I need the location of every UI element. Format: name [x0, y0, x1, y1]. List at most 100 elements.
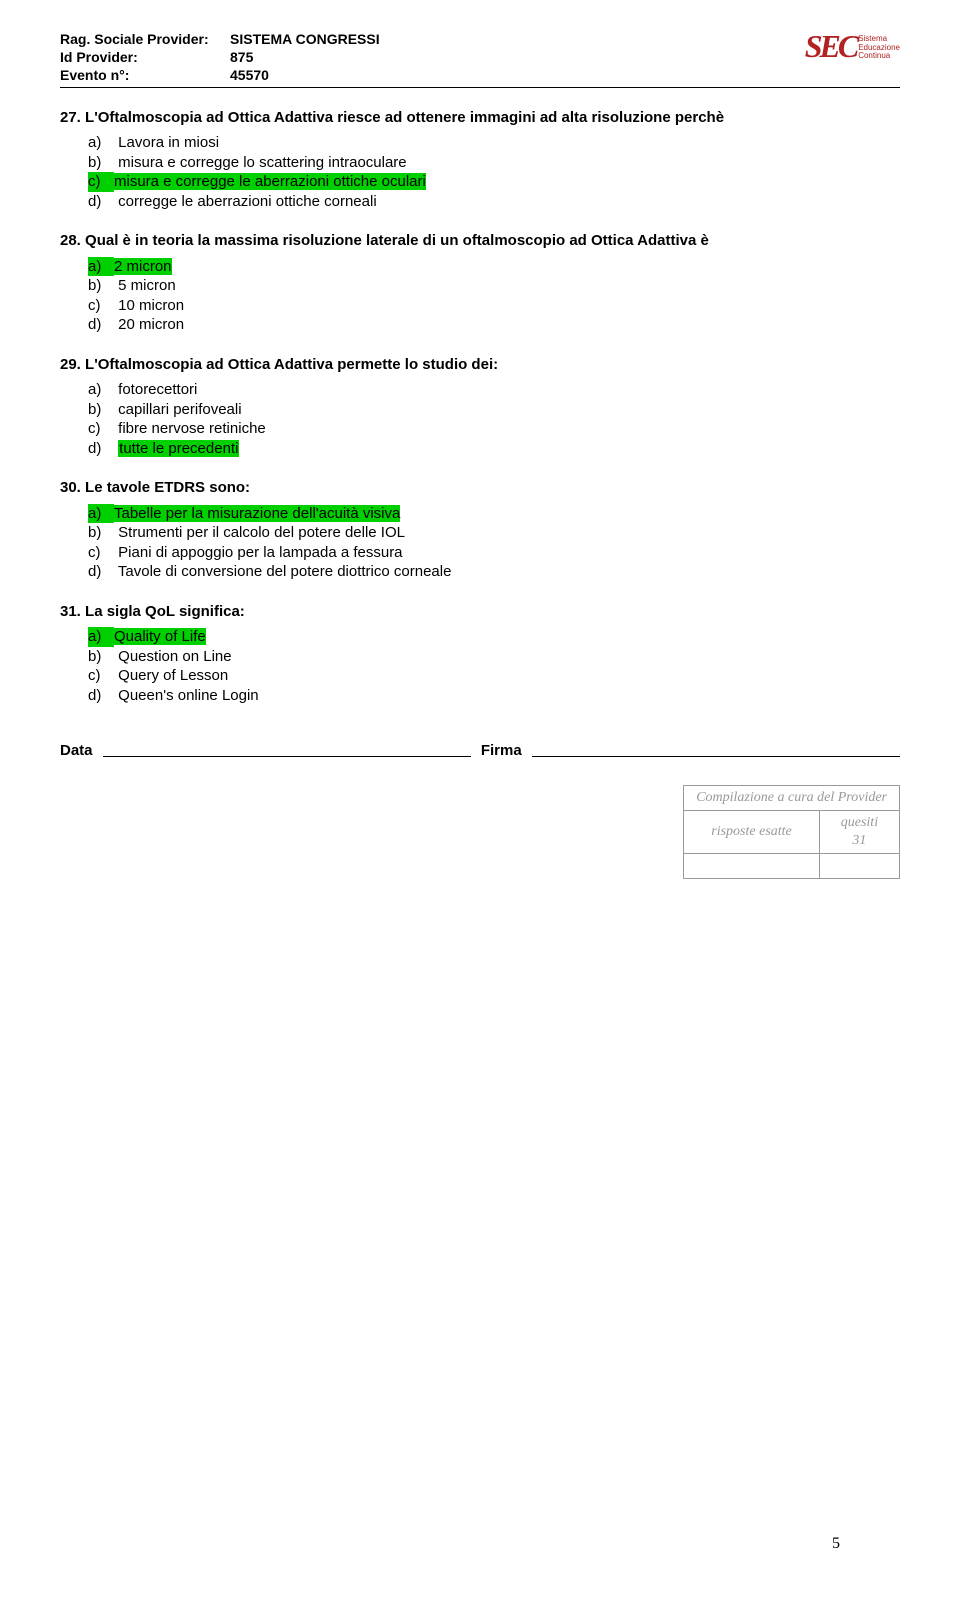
option-letter: d) — [88, 315, 114, 335]
sec-logo: SEC Sistema Educazione Continua — [805, 30, 900, 62]
quesiti-blank — [819, 854, 899, 879]
option-c: c)misura e corregge le aberrazioni ottic… — [88, 172, 900, 192]
option-text: corregge le aberrazioni ottiche corneali — [118, 193, 376, 210]
option-a: a) Lavora in miosi — [88, 133, 900, 153]
col-risposte: risposte esatte — [684, 810, 820, 853]
option-d: d) tutte le precedenti — [88, 439, 900, 459]
q-text: La sigla QoL significa: — [85, 603, 245, 620]
option-letter: d) — [88, 192, 114, 212]
page-number: 5 — [832, 1534, 840, 1555]
logo-text: SEC — [805, 30, 856, 62]
options: a) Lavora in miosib) misura e corregge l… — [88, 133, 900, 211]
col-quesiti: quesiti 31 — [819, 810, 899, 853]
id-label: Id Provider: — [60, 48, 230, 66]
option-c: c) fibre nervose retiniche — [88, 419, 900, 439]
option-a: a)Tabelle per la misurazione dell'acuità… — [88, 504, 900, 524]
option-text: 10 micron — [118, 297, 184, 314]
option-d: d) Tavole di conversione del potere diot… — [88, 562, 900, 582]
q-number: 30. — [60, 479, 85, 496]
option-text: Query of Lesson — [118, 667, 228, 684]
document-header: Rag. Sociale Provider: SISTEMA CONGRESSI… — [60, 30, 900, 88]
option-text: 5 micron — [118, 277, 176, 294]
option-letter: d) — [88, 439, 114, 459]
option-letter: c) — [88, 419, 114, 439]
option-b: b) capillari perifoveali — [88, 400, 900, 420]
event-value: 45570 — [230, 66, 269, 84]
option-c: c) Piani di appoggio per la lampada a fe… — [88, 543, 900, 563]
id-value: 875 — [230, 48, 253, 66]
provider-table: Compilazione a cura del Provider rispost… — [683, 785, 900, 880]
question-28: 28. Qual è in teoria la massima risoluzi… — [60, 231, 900, 335]
option-letter: c) — [88, 296, 114, 316]
q-number: 29. — [60, 356, 85, 373]
option-text: misura e corregge lo scattering intraocu… — [118, 154, 406, 171]
option-letter: c) — [88, 172, 114, 192]
option-letter: a) — [88, 257, 114, 277]
option-letter: b) — [88, 153, 114, 173]
option-text: Piani di appoggio per la lampada a fessu… — [118, 544, 402, 561]
options: a)Tabelle per la misurazione dell'acuità… — [88, 504, 900, 582]
option-text: misura e corregge le aberrazioni ottiche… — [114, 173, 426, 190]
option-b: b) 5 micron — [88, 276, 900, 296]
option-letter: b) — [88, 647, 114, 667]
option-letter: a) — [88, 504, 114, 524]
provider-caption: Compilazione a cura del Provider — [684, 785, 900, 810]
option-letter: b) — [88, 400, 114, 420]
quesiti-header: quesiti — [841, 815, 878, 830]
option-text: capillari perifoveali — [118, 401, 241, 418]
provider-value: SISTEMA CONGRESSI — [230, 30, 380, 48]
option-a: a) fotorecettori — [88, 380, 900, 400]
q-number: 31. — [60, 603, 85, 620]
option-d: d) Queen's online Login — [88, 686, 900, 706]
q-text: L'Oftalmoscopia ad Ottica Adattiva riesc… — [85, 109, 724, 126]
option-text: fotorecettori — [118, 381, 197, 398]
option-text: Strumenti per il calcolo del potere dell… — [118, 524, 405, 541]
firma-label: Firma — [481, 741, 522, 761]
option-b: b) Strumenti per il calcolo del potere d… — [88, 523, 900, 543]
option-d: d) corregge le aberrazioni ottiche corne… — [88, 192, 900, 212]
option-letter: d) — [88, 686, 114, 706]
option-letter: a) — [88, 380, 114, 400]
questions-list: 27. L'Oftalmoscopia ad Ottica Adattiva r… — [60, 108, 900, 706]
option-b: b) misura e corregge lo scattering intra… — [88, 153, 900, 173]
logo-subtitle: Sistema Educazione Continua — [858, 35, 900, 60]
option-letter: a) — [88, 627, 114, 647]
option-a: a)Quality of Life — [88, 627, 900, 647]
option-text: Tabelle per la misurazione dell'acuità v… — [114, 505, 400, 522]
q-text: L'Oftalmoscopia ad Ottica Adattiva perme… — [85, 356, 498, 373]
option-c: c) 10 micron — [88, 296, 900, 316]
q-text: Le tavole ETDRS sono: — [85, 479, 250, 496]
option-letter: d) — [88, 562, 114, 582]
option-text: Lavora in miosi — [118, 134, 219, 151]
option-a: a)2 micron — [88, 257, 900, 277]
option-text: Tavole di conversione del potere diottri… — [118, 563, 452, 580]
logo-sub-continua: Continua — [858, 52, 900, 60]
risposte-blank — [684, 854, 820, 879]
option-text: 20 micron — [118, 316, 184, 333]
option-text: Quality of Life — [114, 628, 206, 645]
option-d: d) 20 micron — [88, 315, 900, 335]
provider-label: Rag. Sociale Provider: — [60, 30, 230, 48]
option-letter: c) — [88, 666, 114, 686]
question-31: 31. La sigla QoL significa: a)Quality of … — [60, 602, 900, 706]
question-30: 30. Le tavole ETDRS sono: a)Tabelle per l… — [60, 478, 900, 582]
option-letter: b) — [88, 276, 114, 296]
option-text: fibre nervose retiniche — [118, 420, 266, 437]
option-text: 2 micron — [114, 258, 172, 275]
option-text: Queen's online Login — [118, 687, 258, 704]
data-label: Data — [60, 741, 93, 761]
options: a)2 micronb) 5 micronc) 10 micrond) 20 m… — [88, 257, 900, 335]
question-27: 27. L'Oftalmoscopia ad Ottica Adattiva r… — [60, 108, 900, 212]
option-letter: c) — [88, 543, 114, 563]
option-c: c) Query of Lesson — [88, 666, 900, 686]
question-29: 29. L'Oftalmoscopia ad Ottica Adattiva p… — [60, 355, 900, 459]
option-letter: a) — [88, 133, 114, 153]
signature-row: Data Firma — [60, 741, 900, 761]
q-text: Qual è in teoria la massima risoluzione … — [85, 232, 709, 249]
data-line — [103, 741, 471, 757]
q-number: 27. — [60, 109, 85, 126]
quesiti-value: 31 — [852, 833, 866, 848]
q-number: 28. — [60, 232, 85, 249]
event-label: Evento n°: — [60, 66, 230, 84]
option-letter: b) — [88, 523, 114, 543]
